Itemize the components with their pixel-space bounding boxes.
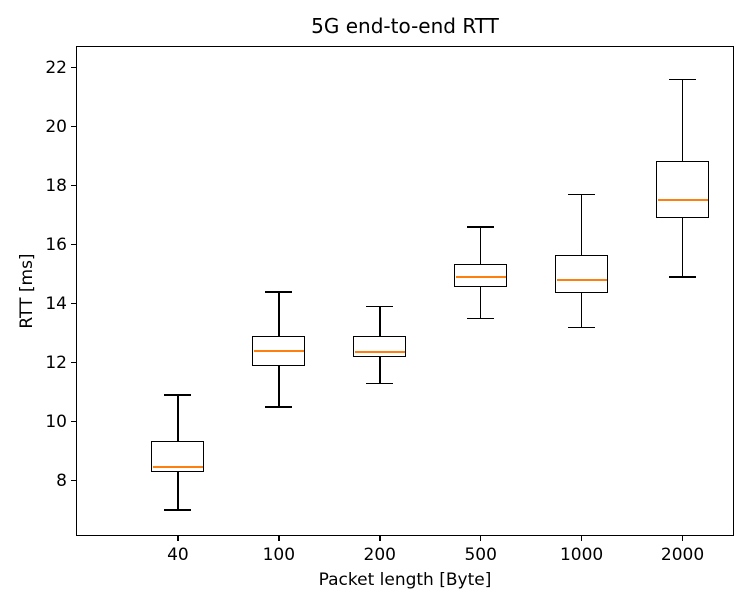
whisker-cap-lower (265, 406, 293, 408)
x-tick-label: 200 (363, 545, 396, 565)
y-tick-label: 12 (45, 352, 67, 373)
whisker-cap-lower (164, 509, 192, 511)
y-tick-label: 20 (45, 116, 67, 137)
y-tick-mark (71, 302, 77, 305)
whisker-cap-lower (467, 317, 495, 320)
whisker-cap-upper (366, 305, 394, 308)
whisker-upper (479, 226, 482, 264)
whisker-cap-upper (164, 394, 192, 396)
whisker-lower (479, 287, 482, 319)
whisker-cap-lower (568, 326, 596, 329)
whisker-cap-upper (568, 193, 596, 196)
x-tick-mark (379, 535, 381, 541)
y-tick-mark (71, 125, 77, 128)
y-tick-mark (71, 420, 77, 423)
whisker-upper (681, 79, 684, 161)
whisker-cap-upper (265, 291, 293, 293)
x-tick-label: 40 (167, 545, 189, 565)
y-tick-label: 22 (45, 57, 67, 78)
median-line (455, 276, 506, 279)
whisker-lower (681, 218, 684, 278)
y-tick-mark (71, 479, 77, 482)
whisker-lower (177, 471, 179, 511)
x-tick-label: 2000 (660, 545, 705, 565)
x-tick-mark (681, 535, 684, 541)
whisker-upper (278, 291, 280, 337)
whisker-lower (379, 356, 381, 384)
whisker-cap-lower (669, 276, 697, 278)
box-rect (555, 255, 609, 294)
y-tick-label: 16 (45, 234, 67, 255)
x-tick-mark (278, 535, 280, 541)
median-line (657, 199, 708, 202)
whisker-cap-lower (366, 382, 394, 385)
whisker-lower (278, 365, 280, 407)
y-tick-label: 10 (45, 411, 67, 432)
whisker-upper (379, 306, 381, 337)
median-line (556, 279, 607, 282)
y-axis-label: RTT [ms] (17, 253, 37, 329)
x-tick-label: 1000 (559, 545, 604, 565)
x-tick-label: 100 (262, 545, 296, 565)
chart-title: 5G end-to-end RTT (311, 14, 499, 38)
box-rect (656, 160, 710, 219)
y-tick-mark (71, 66, 77, 69)
y-tick-mark (71, 361, 77, 364)
y-tick-label: 14 (45, 293, 67, 314)
whisker-cap-upper (467, 226, 495, 228)
box-rect (454, 263, 508, 288)
whisker-cap-upper (669, 78, 697, 81)
box-rect (353, 336, 407, 357)
x-tick-label: 500 (464, 545, 497, 565)
median-line (152, 466, 203, 469)
x-tick-mark (479, 535, 482, 541)
x-axis-label: Packet length [Byte] (318, 570, 492, 590)
y-tick-mark (71, 243, 77, 246)
median-line (253, 349, 304, 352)
x-tick-mark (580, 535, 583, 541)
y-tick-label: 8 (56, 470, 67, 491)
median-line (354, 351, 405, 354)
y-tick-mark (71, 184, 77, 187)
whisker-upper (580, 194, 583, 255)
x-tick-mark (177, 535, 179, 541)
y-tick-label: 18 (45, 175, 67, 196)
whisker-lower (580, 293, 583, 328)
whisker-upper (177, 395, 179, 441)
